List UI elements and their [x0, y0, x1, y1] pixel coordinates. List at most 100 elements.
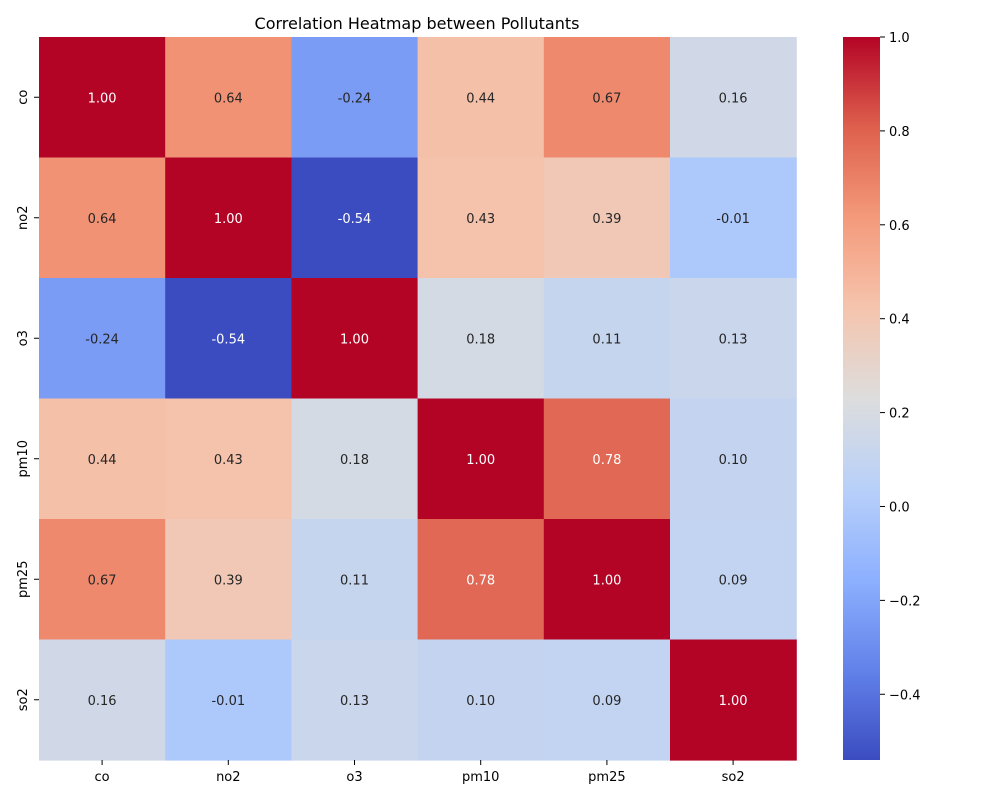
heatmap-cells — [39, 37, 797, 761]
heatmap-cell — [291, 398, 419, 520]
x-tick-label: pm10 — [462, 770, 499, 785]
cell-value-label: 0.64 — [88, 212, 117, 227]
colorbar-gradient — [843, 37, 880, 760]
heatmap-cell — [543, 639, 671, 761]
cell-value-label: 0.10 — [719, 453, 748, 468]
heatmap-cell — [417, 519, 545, 641]
cell-value-label: 0.18 — [340, 453, 369, 468]
heatmap-cell — [417, 157, 545, 279]
heatmap-cell — [417, 398, 545, 520]
x-tick-label: so2 — [722, 770, 745, 785]
cell-value-label: 0.44 — [466, 91, 495, 106]
cell-value-label: 0.10 — [466, 694, 495, 709]
heatmap-cell — [670, 37, 797, 159]
heatmap-cell — [39, 519, 166, 641]
colorbar-tick-label: 0.2 — [889, 407, 910, 422]
cell-value-label: 0.16 — [88, 694, 117, 709]
chart-title: Correlation Heatmap between Pollutants — [255, 14, 580, 33]
heatmap-cell — [670, 157, 797, 279]
heatmap-cell — [670, 278, 797, 400]
colorbar-tick-label: 0.0 — [889, 500, 910, 515]
heatmap-cell — [165, 278, 292, 400]
colorbar-tick-label: −0.4 — [889, 688, 921, 703]
cell-value-label: 1.00 — [592, 573, 621, 588]
cell-value-label: 0.39 — [592, 212, 621, 227]
cell-value-label: -0.01 — [716, 212, 750, 227]
cell-value-label: 1.00 — [466, 453, 495, 468]
heatmap-cell — [543, 278, 671, 400]
cell-value-label: -0.54 — [211, 332, 245, 347]
heatmap-cell — [543, 398, 671, 520]
heatmap-cell — [291, 157, 419, 279]
cell-value-label: 1.00 — [340, 332, 369, 347]
heatmap-cell — [417, 278, 545, 400]
cell-value-label: 0.67 — [88, 573, 117, 588]
heatmap-cell — [417, 639, 545, 761]
cell-value-label: 1.00 — [719, 694, 748, 709]
cell-value-label: 0.64 — [214, 91, 243, 106]
x-tick-label: o3 — [346, 770, 362, 785]
heatmap-cell — [39, 278, 166, 400]
cell-value-label: 0.18 — [466, 332, 495, 347]
cell-value-label: 0.78 — [466, 573, 495, 588]
heatmap-cell — [165, 157, 292, 279]
x-tick-label: no2 — [216, 770, 240, 785]
colorbar-tick-label: 0.6 — [889, 219, 910, 234]
cell-value-label: 0.67 — [592, 91, 621, 106]
y-tick-label: o3 — [16, 330, 31, 346]
heatmap-cell — [670, 519, 797, 641]
colorbar-tick-label: −0.2 — [889, 594, 921, 609]
heatmap-cell — [543, 519, 671, 641]
cell-value-label: 0.09 — [719, 573, 748, 588]
cell-value-label: 0.78 — [592, 453, 621, 468]
y-tick-label: pm25 — [16, 561, 31, 598]
y-tick-label: no2 — [16, 206, 31, 230]
heatmap-cell — [39, 37, 166, 159]
heatmap-cell — [291, 37, 419, 159]
y-tick-label: co — [16, 90, 31, 105]
heatmap-cell — [291, 519, 419, 641]
cell-value-label: 0.44 — [88, 453, 117, 468]
colorbar: −0.4 −0.2 0.0 0.2 0.4 0.6 0.8 1.0 — [843, 31, 921, 760]
heatmap-cell — [165, 398, 292, 520]
cell-value-label: 0.11 — [592, 332, 621, 347]
cell-value-label: -0.24 — [85, 332, 119, 347]
cell-annotations: 1.00 0.64 -0.24 0.44 0.67 0.16 0.64 1.00 -0.54 0.… — [85, 91, 750, 709]
cell-value-label: 0.09 — [592, 694, 621, 709]
heatmap-cell — [39, 157, 166, 279]
cell-value-label: -0.54 — [338, 212, 372, 227]
cell-value-label: 1.00 — [214, 212, 243, 227]
heatmap-cell — [291, 278, 419, 400]
cell-value-label: 0.11 — [340, 573, 369, 588]
cell-value-label: 0.43 — [214, 453, 243, 468]
cell-value-label: 0.13 — [719, 332, 748, 347]
heatmap-cell — [670, 398, 797, 520]
colorbar-tick-label: 0.4 — [889, 313, 910, 328]
x-axis: co no2 o3 pm10 pm25 so2 — [95, 760, 745, 785]
heatmap-cell — [670, 639, 797, 761]
cell-value-label: 0.16 — [719, 91, 748, 106]
heatmap-cell — [165, 639, 292, 761]
heatmap-cell — [165, 519, 292, 641]
y-axis: co no2 o3 pm10 pm25 so2 — [16, 90, 39, 711]
cell-value-label: 0.13 — [340, 694, 369, 709]
heatmap-cell — [543, 37, 671, 159]
cell-value-label: -0.24 — [338, 91, 372, 106]
heatmap-cell — [39, 639, 166, 761]
y-tick-label: so2 — [16, 688, 31, 711]
heatmap-cell — [165, 37, 292, 159]
cell-value-label: 1.00 — [88, 91, 117, 106]
cell-value-label: 0.43 — [466, 212, 495, 227]
x-tick-label: co — [95, 770, 110, 785]
cell-value-label: 0.39 — [214, 573, 243, 588]
colorbar-tick-label: 0.8 — [889, 125, 910, 140]
cell-value-label: -0.01 — [211, 694, 245, 709]
heatmap-cell — [291, 639, 419, 761]
colorbar-tick-label: 1.0 — [889, 31, 910, 46]
y-tick-label: pm10 — [16, 440, 31, 477]
heatmap-cell — [543, 157, 671, 279]
x-tick-label: pm25 — [588, 770, 625, 785]
heatmap-cell — [39, 398, 166, 520]
heatmap-cell — [417, 37, 545, 159]
